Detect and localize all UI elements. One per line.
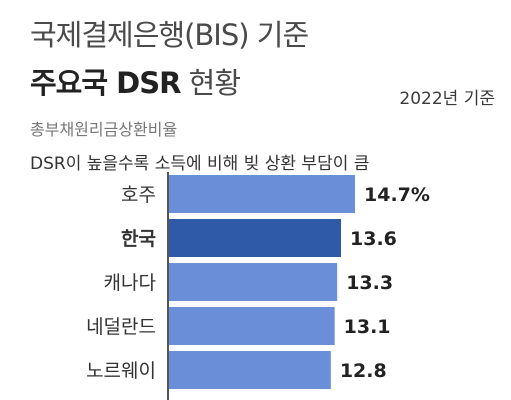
bar-0 [168,175,355,213]
category-label-3: 네덜란드 [86,316,156,338]
category-label-0: 호주 [121,184,156,206]
category-label-1: 한국 [121,228,156,250]
category-label-4: 노르웨이 [86,360,156,382]
category-label-2: 캐나다 [104,272,156,294]
value-label-4: 12.8 [340,360,387,382]
bar-4 [168,351,331,389]
chart-note: DSR이 높을수록 소득에 비해 빚 상환 부담이 큼 [30,154,370,174]
chart-title-line2: 주요국 DSR 현황 [30,60,241,102]
bar-1 [168,219,342,257]
value-label-1: 13.6 [350,228,397,250]
value-label-0: 14.7% [364,184,430,206]
bar-2 [168,263,338,301]
category-axis-line [167,172,169,400]
chart-title-line1: 국제결제은행(BIS) 기준 [30,18,309,52]
value-label-3: 13.1 [344,316,391,338]
value-label-2: 13.3 [346,272,393,294]
chart-title-suffix: 현황 [188,66,241,100]
bar-3 [168,307,335,345]
chart-title-main: 주요국 DSR [30,66,181,100]
chart-subtitle: 총부채원리금상환비율 [30,120,178,139]
basis-year: 2022년 기준 [399,89,495,109]
